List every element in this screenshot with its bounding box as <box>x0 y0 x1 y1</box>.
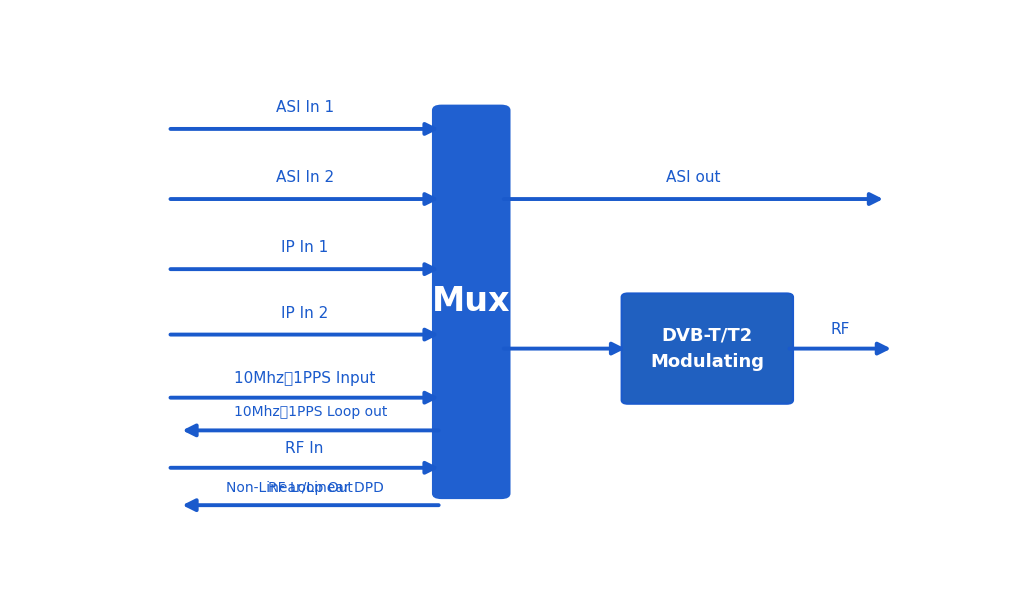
Text: RF Loop Out: RF Loop Out <box>268 481 353 495</box>
FancyBboxPatch shape <box>622 293 793 404</box>
Text: DVB-T/T2
Modulating: DVB-T/T2 Modulating <box>650 327 764 371</box>
Text: ASI out: ASI out <box>667 170 721 185</box>
Text: ASI In 1: ASI In 1 <box>275 100 334 115</box>
Text: 10Mhz，1PPS Input: 10Mhz，1PPS Input <box>233 371 375 386</box>
Text: RF: RF <box>830 322 850 337</box>
Text: 10Mhz，1PPS Loop out: 10Mhz，1PPS Loop out <box>233 405 387 419</box>
Text: IP In 1: IP In 1 <box>281 240 329 255</box>
Text: IP In 2: IP In 2 <box>281 305 329 320</box>
Text: Non-Linear/Linear DPD: Non-Linear/Linear DPD <box>225 480 384 495</box>
FancyBboxPatch shape <box>432 104 511 499</box>
Text: Mux: Mux <box>432 285 511 318</box>
Text: ASI In 2: ASI In 2 <box>275 170 334 185</box>
Text: RF In: RF In <box>286 441 324 456</box>
